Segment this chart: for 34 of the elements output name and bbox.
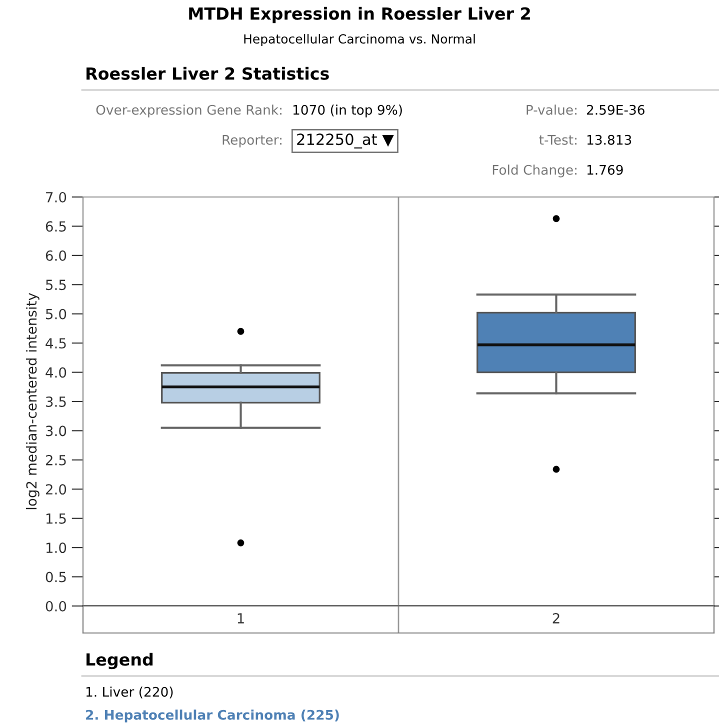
y-tick-label: 3.5 — [46, 396, 66, 407]
text: Over-expression Gene Rank: — [96, 104, 282, 118]
y-tick-label: 2.5 — [46, 454, 66, 466]
text: 1070 (in top 9%) — [293, 104, 402, 118]
text: Reporter: — [222, 135, 282, 148]
y-tick-label: 1.5 — [46, 514, 66, 524]
text: Legend — [86, 652, 153, 670]
y-axis-title: log2 median-centered intensity — [26, 292, 40, 510]
text: 2.59E-36 — [586, 104, 644, 115]
y-tick-label: 4.5 — [46, 338, 66, 349]
y-tick-label: 0.5 — [46, 572, 66, 582]
x-tick-label: 2 — [552, 613, 560, 624]
y-tick-label: 5.0 — [46, 308, 66, 320]
y-tick-label: 2.0 — [46, 484, 66, 495]
text: 212250_at ▼ — [297, 134, 394, 148]
y-tick-label: 4.0 — [46, 367, 66, 378]
x-tick-label: 1 — [238, 613, 244, 624]
text: t-Test: — [539, 135, 576, 145]
y-tick-label: 1.0 — [46, 542, 66, 554]
y-tick-label: 5.5 — [46, 280, 66, 290]
chart-subtitle: Hepatocellular Carcinoma vs. Normal — [244, 34, 475, 46]
text: 2. Hepatocellular Carcinoma (225) — [86, 710, 339, 722]
text: 13.813 — [587, 134, 632, 145]
text: P-value: — [526, 104, 576, 115]
text: Fold Change: — [492, 164, 576, 178]
y-tick-label: 0.0 — [46, 600, 66, 612]
chart-title: MTDH Expression in Roessler Liver 2 — [189, 6, 530, 24]
y-tick-label: 6.0 — [46, 250, 66, 261]
y-tick-label: 3.0 — [46, 426, 66, 436]
text: 1. Liver (220) — [86, 686, 173, 698]
y-tick-label: 7.0 — [46, 192, 66, 202]
text: Roessler Liver 2 Statistics — [86, 66, 329, 80]
y-tick-label: 6.5 — [46, 221, 66, 232]
text: 1.769 — [587, 164, 623, 175]
